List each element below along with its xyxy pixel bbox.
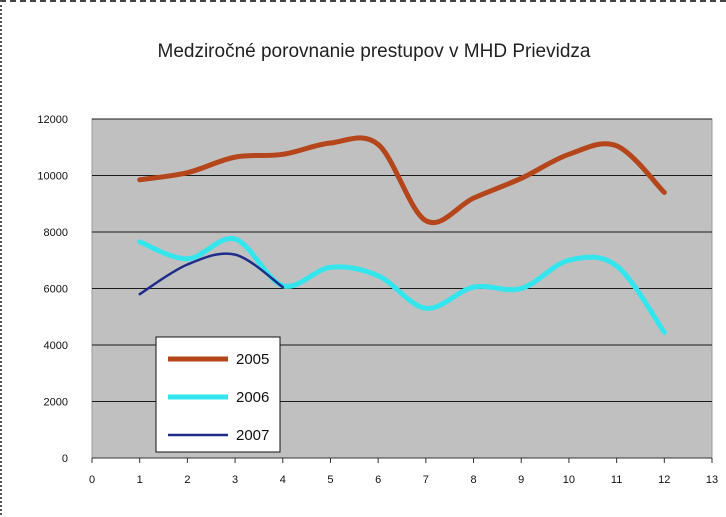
x-tick-label: 3 xyxy=(232,474,238,486)
x-tick-label: 5 xyxy=(327,474,333,486)
x-tick-label: 8 xyxy=(470,474,476,486)
y-tick-label: 6000 xyxy=(44,284,68,296)
y-tick-label: 0 xyxy=(62,453,68,465)
y-tick-label: 12000 xyxy=(37,114,68,126)
x-tick-label: 12 xyxy=(658,474,670,486)
series-line-2006 xyxy=(137,236,667,335)
series-line-2005 xyxy=(137,135,667,226)
x-tick-label: 0 xyxy=(89,474,95,486)
y-tick-label: 4000 xyxy=(44,340,68,352)
x-tick-label: 4 xyxy=(280,474,286,486)
x-tick-label: 13 xyxy=(706,474,718,486)
x-tick-label: 11 xyxy=(611,474,622,486)
x-tick-label: 2 xyxy=(184,474,190,486)
legend: 2005 2006 2007 xyxy=(155,336,281,453)
x-tick-label: 7 xyxy=(423,474,429,486)
chart-title: Medziročné porovnanie prestupov v MHD Pr… xyxy=(158,41,591,62)
x-tick-label: 9 xyxy=(518,474,524,486)
y-tick-label: 10000 xyxy=(37,171,68,183)
series-lines xyxy=(137,135,667,335)
y-tick-label: 2000 xyxy=(44,397,68,409)
y-tick-label: 8000 xyxy=(44,227,68,239)
x-tick-label: 1 xyxy=(137,474,143,486)
legend-label-2007: 2007 xyxy=(236,427,269,444)
x-tick-label: 10 xyxy=(563,474,575,486)
legend-label-2005: 2005 xyxy=(236,351,269,368)
x-tick-label: 6 xyxy=(375,474,381,486)
series-line-2007 xyxy=(138,252,285,296)
legend-label-2006: 2006 xyxy=(236,389,269,406)
